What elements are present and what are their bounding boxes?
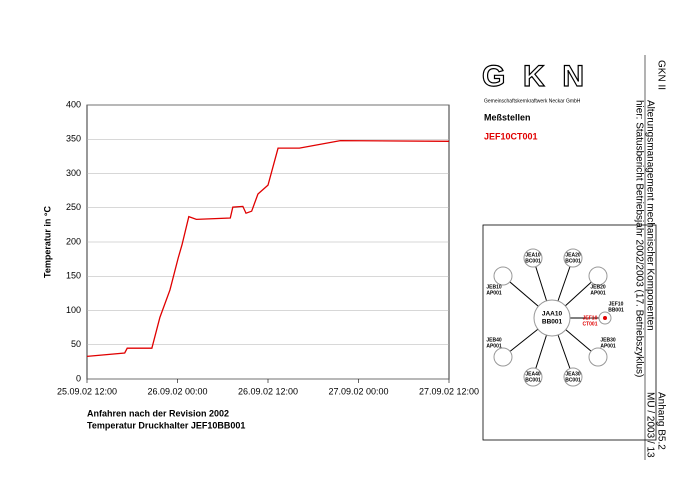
node-label: JEB40 (486, 337, 502, 343)
y-tick-label: 100 (66, 305, 81, 315)
node (563, 248, 583, 268)
node-label: JEB20 (590, 284, 606, 290)
node-label: BC001 (565, 377, 581, 383)
y-tick-label: 400 (66, 99, 81, 109)
appendix: Anhang B5.2 (655, 392, 666, 450)
vessel-label: BB001 (542, 319, 563, 326)
x-tick-label: 25.09.02 12:00 (57, 386, 117, 396)
caption: Anfahren nach der Revision 2002 (87, 408, 229, 418)
y-tick-label: 200 (66, 236, 81, 246)
x-tick-label: 26.09.02 00:00 (147, 386, 207, 396)
sensor-node-label: CT001 (582, 321, 597, 327)
node-label: BB001 (608, 307, 624, 313)
x-tick-label: 27.09.02 00:00 (328, 386, 388, 396)
sensor-node-label: JEF10 (583, 315, 598, 321)
y-tick-label: 250 (66, 202, 81, 212)
node-label: AP001 (600, 343, 616, 349)
node (563, 367, 583, 387)
sensor-label: JEF10CT001 (484, 131, 538, 141)
caption: Temperatur Druckhalter JEF10BB001 (87, 420, 245, 430)
node (523, 367, 543, 387)
y-tick-label: 50 (71, 339, 81, 349)
node (493, 347, 513, 367)
node-label: JEF10 (609, 301, 624, 307)
node (588, 266, 608, 286)
node-label: AP001 (486, 343, 502, 349)
node-label: AP001 (486, 290, 502, 296)
node-label: BC001 (525, 258, 541, 264)
x-tick-label: 27.09.02 12:00 (419, 386, 479, 396)
logo: GKN (482, 60, 586, 93)
node-label: JEA20 (565, 252, 581, 258)
diagram-frame (482, 224, 657, 441)
data-line (86, 139, 450, 358)
y-tick-label: 350 (66, 134, 81, 144)
side-text: Alterungsmanagement mechanischer Kompone… (644, 100, 655, 331)
company: Gemeinschaftskernkraftwerk Neckar GmbH (484, 98, 581, 104)
node-label: BC001 (565, 258, 581, 264)
node (588, 347, 608, 367)
y-tick-label: 300 (66, 168, 81, 178)
plant: GKN II (655, 60, 666, 90)
node-label: JEA30 (565, 371, 581, 377)
side-text: hier: Statusbericht Betriebsjahr 2002/20… (633, 100, 644, 377)
node (523, 248, 543, 268)
node-label: JEA40 (525, 371, 541, 377)
x-tick-label: 26.09.02 12:00 (238, 386, 298, 396)
reference: MÜ / 2003 / 13 (644, 392, 656, 458)
node-label: JEB30 (600, 337, 616, 343)
node-label: JEA10 (525, 252, 541, 258)
vessel (533, 299, 571, 337)
section-title: Meßstellen (484, 112, 531, 122)
sensor-dot (603, 316, 607, 320)
node-label: AP001 (590, 290, 606, 296)
y-tick-label: 150 (66, 271, 81, 281)
vessel-label: JAA10 (542, 311, 563, 318)
y-tick-label: 0 (76, 373, 81, 383)
node-label: JEB10 (486, 284, 502, 290)
node (493, 266, 513, 286)
node-label: BC001 (525, 377, 541, 383)
y-axis-label: Temperatur in °C (42, 206, 52, 278)
